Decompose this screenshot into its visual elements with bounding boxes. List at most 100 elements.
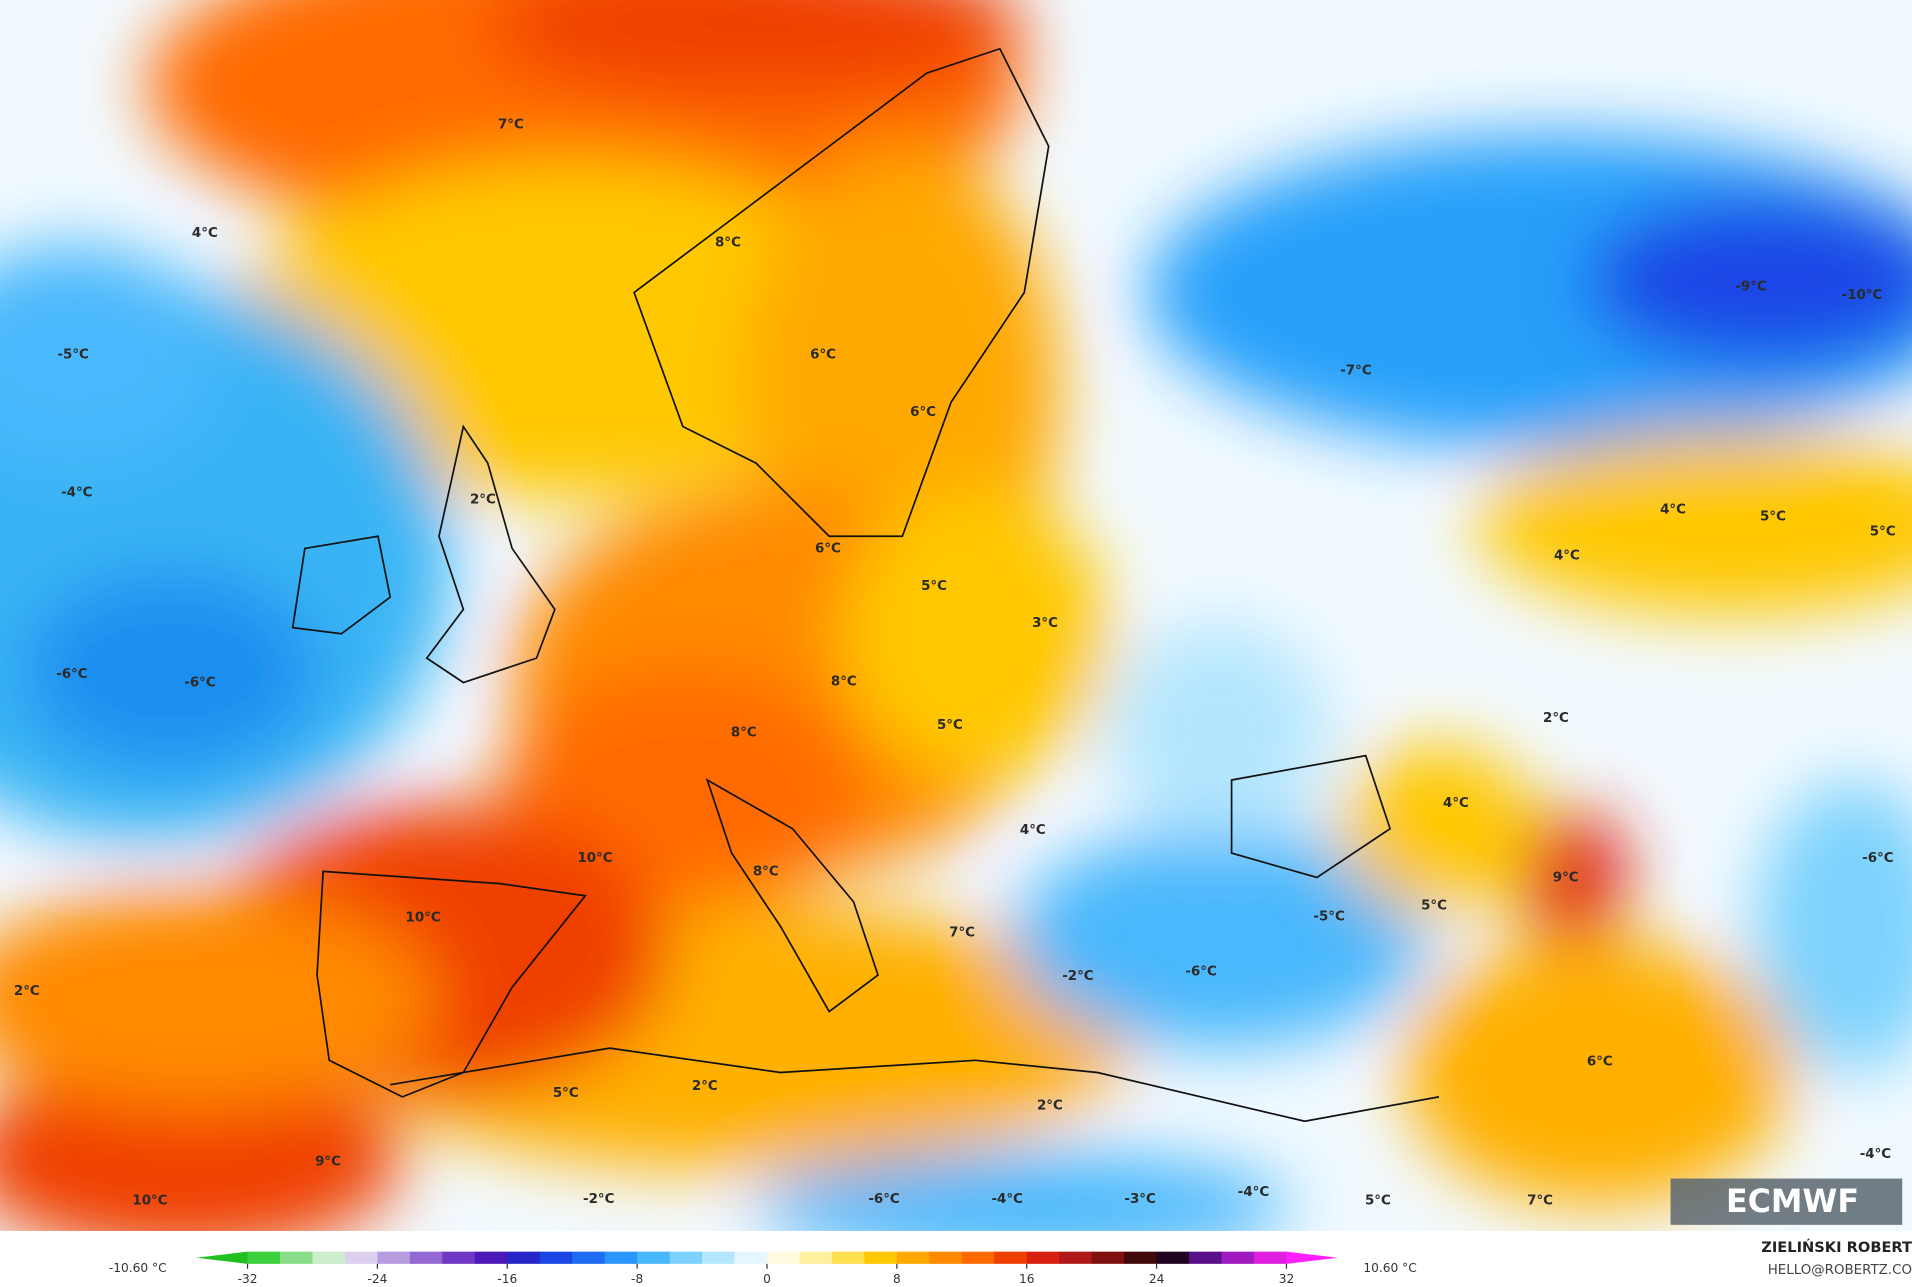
temperature-label: 2°C xyxy=(1543,711,1569,726)
temperature-label: 2°C xyxy=(692,1079,718,1094)
colorbar-segment xyxy=(1253,1251,1288,1264)
colorbar-segment xyxy=(994,1251,1028,1264)
coast-ireland xyxy=(291,535,392,635)
temperature-label: 6°C xyxy=(815,541,841,556)
temperature-label: 10°C xyxy=(577,851,612,866)
colorbar-segment xyxy=(1059,1251,1093,1264)
colorbar-under xyxy=(196,1251,248,1264)
colorbar-tick-label: 32 xyxy=(1279,1272,1295,1286)
temperature-label: 5°C xyxy=(1760,510,1786,525)
credit-contact: HELLO@ROBERTZ.CO xyxy=(1768,1263,1912,1278)
coast-italy xyxy=(705,778,879,1013)
temperature-label: -4°C xyxy=(1238,1185,1269,1200)
colorbar: -10.60 °C 10.60 °C -32 -24 -16 -8 0 8 16 24 32 xyxy=(109,1251,1417,1286)
temperature-field: 7°C 4°C 8°C -5°C 6°C 6°C -7°C -9°C -10°C -4°C 2°C 6… xyxy=(0,0,1912,1231)
temperature-label: 5°C xyxy=(553,1086,579,1101)
colorbar-segment xyxy=(409,1251,443,1264)
colorbar-segment xyxy=(961,1251,995,1264)
temperature-label: 5°C xyxy=(1365,1193,1391,1208)
temperature-label: 8°C xyxy=(753,864,779,879)
coast-black-sea xyxy=(1230,754,1392,879)
temperature-label: -6°C xyxy=(1185,964,1216,979)
credit-author: ZIELIŃSKI ROBERT xyxy=(1761,1238,1912,1256)
temperature-label: 2°C xyxy=(470,493,496,508)
temperature-label: -2°C xyxy=(1062,969,1093,984)
temperature-label: 5°C xyxy=(1870,524,1896,539)
temperature-label: -10°C xyxy=(1842,288,1883,303)
temperature-label: -5°C xyxy=(1313,910,1344,925)
colorbar-segment xyxy=(734,1251,768,1264)
temperature-label: -6°C xyxy=(868,1192,899,1207)
temperature-label: 2°C xyxy=(1037,1098,1063,1113)
colorbar-max-label: 10.60 °C xyxy=(1363,1261,1416,1275)
colorbar-over xyxy=(1286,1251,1338,1264)
logo-text: ECMWF xyxy=(1726,1184,1859,1220)
temperature-label: -7°C xyxy=(1340,364,1371,379)
colorbar-segment xyxy=(669,1251,703,1264)
colorbar-segment xyxy=(896,1251,930,1264)
colorbar-segment xyxy=(799,1251,833,1264)
colorbar-segment xyxy=(539,1251,573,1264)
temperature-label: 5°C xyxy=(937,718,963,733)
colorbar-segment xyxy=(766,1251,801,1264)
colorbar-segment xyxy=(1156,1251,1190,1264)
temperature-label: -9°C xyxy=(1735,279,1766,294)
colorbar-segment xyxy=(831,1251,866,1264)
colorbar-tick-label: 0 xyxy=(763,1272,771,1286)
temperature-label: -4°C xyxy=(992,1192,1023,1207)
coastlines xyxy=(291,47,1440,1123)
coast-britain xyxy=(425,424,556,684)
temperature-label: -6°C xyxy=(56,667,87,682)
coast-scandinavia xyxy=(633,47,1050,538)
colorbar-segment xyxy=(442,1251,476,1264)
temperature-label: -3°C xyxy=(1124,1192,1155,1207)
temperature-label: 4°C xyxy=(192,226,218,241)
temperature-label: -6°C xyxy=(1862,851,1893,866)
temperature-labels: 7°C 4°C 8°C -5°C 6°C 6°C -7°C -9°C -10°C -4°C 2°C 6… xyxy=(14,117,1896,1208)
colorbar-tick-label: -16 xyxy=(497,1272,517,1286)
temperature-label: 6°C xyxy=(810,348,836,363)
temperature-label: 6°C xyxy=(910,405,936,420)
colorbar-segment xyxy=(637,1251,671,1264)
colorbar-segment xyxy=(572,1251,606,1264)
colorbar-segment xyxy=(344,1251,379,1264)
temperature-label: 6°C xyxy=(1587,1055,1613,1070)
logo: ECMWF xyxy=(1670,1178,1903,1225)
colorbar-segment xyxy=(1221,1251,1255,1264)
temperature-label: 8°C xyxy=(715,236,741,251)
colorbar-segment xyxy=(474,1251,508,1264)
colorbar-tick-label: -24 xyxy=(367,1272,387,1286)
colorbar-segment xyxy=(929,1251,963,1264)
colorbar-min-label: -10.60 °C xyxy=(109,1261,167,1275)
colorbar-segment xyxy=(604,1251,638,1264)
colorbar-segment xyxy=(864,1251,898,1264)
temperature-label: 10°C xyxy=(406,911,441,926)
temperature-label: 7°C xyxy=(498,117,524,132)
colorbar-segment xyxy=(280,1251,314,1264)
temperature-label: 8°C xyxy=(831,674,857,689)
temperature-label: 10°C xyxy=(132,1193,167,1208)
logo-box xyxy=(1670,1178,1903,1225)
temperature-label: 4°C xyxy=(1554,549,1580,564)
colorbar-tick-label: 16 xyxy=(1019,1272,1035,1286)
colorbar-tick-label: 24 xyxy=(1149,1272,1165,1286)
temperature-label: 9°C xyxy=(1553,871,1579,886)
colorbar-segment xyxy=(1189,1251,1223,1264)
colorbar-segment xyxy=(312,1251,346,1264)
colorbar-segment xyxy=(507,1251,541,1264)
temperature-label: 5°C xyxy=(1421,899,1447,914)
colorbar-segment xyxy=(1091,1251,1125,1264)
temperature-label: -2°C xyxy=(583,1192,614,1207)
colorbar-segment xyxy=(377,1251,411,1264)
colorbar-tick-label: 8 xyxy=(893,1272,901,1286)
temperature-label: 5°C xyxy=(921,579,947,594)
colorbar-segment xyxy=(1026,1251,1060,1264)
temperature-label: -4°C xyxy=(61,485,92,500)
colorbar-segment xyxy=(1124,1251,1158,1264)
colorbar-segment xyxy=(247,1251,281,1264)
temperature-label: -5°C xyxy=(57,348,88,363)
temperature-label: -4°C xyxy=(1860,1147,1891,1162)
